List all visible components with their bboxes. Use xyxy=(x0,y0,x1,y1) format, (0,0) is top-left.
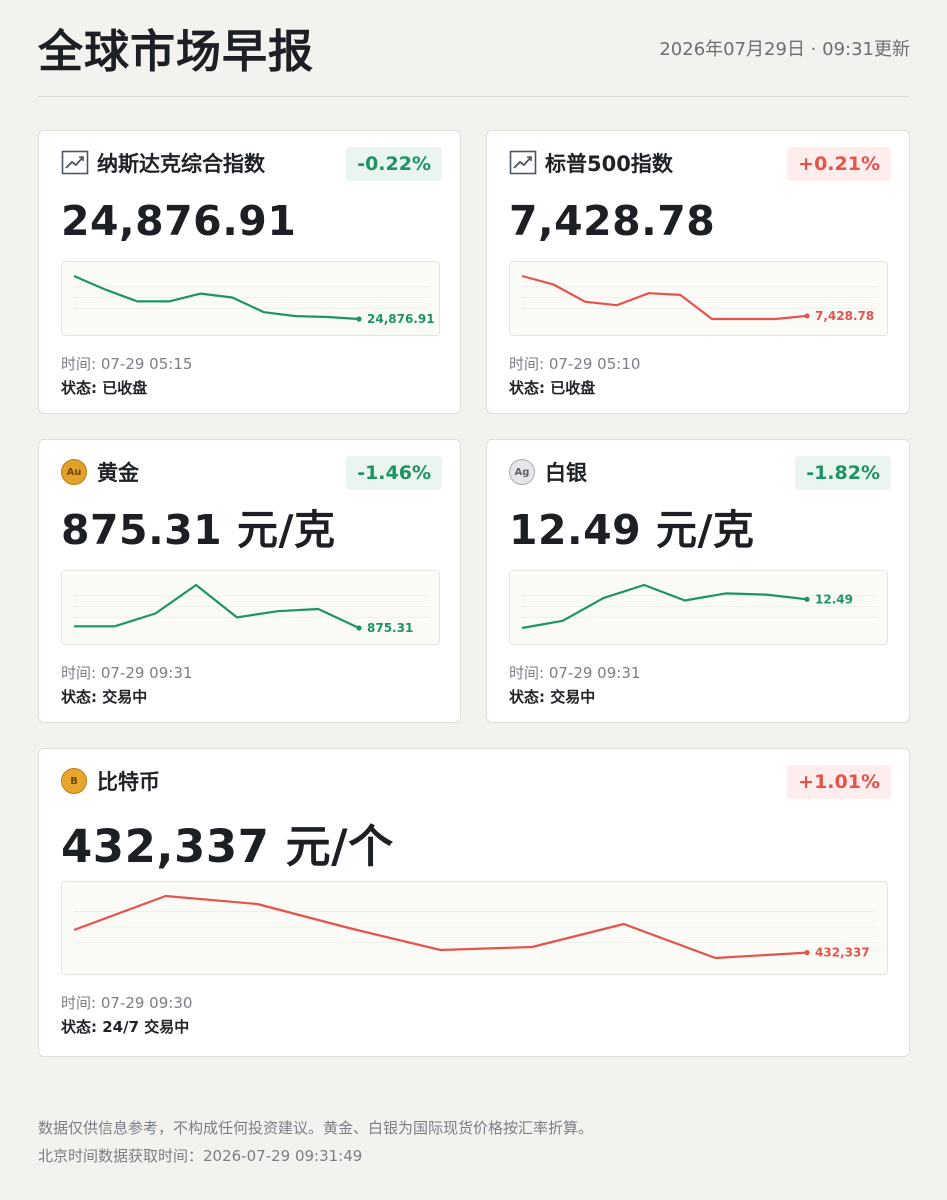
time-label: 时间: xyxy=(61,994,101,1012)
meta-time: 时间: 07-29 09:31 xyxy=(61,662,192,684)
sparkline-svg: 432,337 xyxy=(73,894,877,960)
time-value: 07-29 09:31 xyxy=(100,664,193,682)
last-point-marker xyxy=(356,625,362,631)
last-value-label: 7,428.78 xyxy=(815,309,874,323)
meta-time: 时间: 07-29 05:10 xyxy=(509,353,640,375)
asset-price: 432,337 元/个 xyxy=(61,820,394,873)
price-line xyxy=(521,583,808,630)
meta-time: 时间: 07-29 05:15 xyxy=(61,353,192,375)
bitcoin-coin-icon: B xyxy=(61,768,89,796)
meta-status: 状态: 已收盘 xyxy=(509,377,595,399)
time-label: 时间: xyxy=(509,664,549,682)
meta-time: 时间: 07-29 09:30 xyxy=(61,992,192,1014)
meta-time: 时间: 07-29 09:31 xyxy=(509,662,640,684)
status-label: 状态: xyxy=(509,379,551,397)
asset-name: 白银 xyxy=(545,461,587,485)
status-value: 交易中 xyxy=(550,688,596,706)
market-card-nasdaq[interactable]: 纳斯达克综合指数 -0.22% 24,876.91 24,876.91 时间: … xyxy=(38,130,461,414)
change-badge: -1.46% xyxy=(346,456,442,490)
sparkline-chart: 24,876.91 xyxy=(61,261,440,336)
price-line xyxy=(521,274,808,321)
asset-price: 12.49 元/克 xyxy=(509,506,755,554)
change-badge: -0.22% xyxy=(346,147,442,181)
time-label: 时间: xyxy=(61,664,101,682)
sparkline-chart: 12.49 xyxy=(509,570,888,645)
status-value: 已收盘 xyxy=(550,379,596,397)
asset-name: 比特币 xyxy=(97,770,160,794)
asset-name: 黄金 xyxy=(97,461,139,485)
card-header: Ag 白银 -1.82% xyxy=(509,456,891,490)
card-header: 纳斯达克综合指数 -0.22% xyxy=(61,147,442,181)
meta-status: 状态: 交易中 xyxy=(61,686,147,708)
time-value: 07-29 05:15 xyxy=(100,355,193,373)
asset-name: 纳斯达克综合指数 xyxy=(97,152,265,176)
sparkline-svg: 875.31 xyxy=(74,583,429,635)
last-point-marker xyxy=(356,316,362,322)
card-header: Au 黄金 -1.46% xyxy=(61,456,442,490)
gold-coin-icon: Au xyxy=(61,459,89,487)
card-header: B 比特币 +1.01% xyxy=(61,765,891,799)
disclaimer-text: 数据仅供信息参考，不构成任何投资建议。黄金、白银为国际现货价格按汇率折算。 xyxy=(38,1119,594,1137)
change-badge: +1.01% xyxy=(787,765,891,799)
time-value: 07-29 09:31 xyxy=(548,664,641,682)
fetch-time-text: 北京时间数据获取时间：2026-07-29 09:31:49 xyxy=(38,1147,363,1165)
page-title: 全球市场早报 xyxy=(38,25,315,78)
last-value-label: 432,337 xyxy=(815,946,870,960)
price-line xyxy=(73,274,360,321)
silver-coin-icon: Ag xyxy=(509,459,537,487)
status-value: 24/7 交易中 xyxy=(102,1018,190,1036)
updated-timestamp: 2026年07月29日 · 09:31更新 xyxy=(659,39,910,60)
asset-price: 24,876.91 xyxy=(61,197,297,245)
sparkline-svg: 12.49 xyxy=(521,583,877,630)
card-header: 标普500指数 +0.21% xyxy=(509,147,891,181)
sparkline-chart: 875.31 xyxy=(61,570,440,645)
sparkline-chart: 432,337 xyxy=(61,881,888,975)
status-label: 状态: xyxy=(61,688,103,706)
status-label: 状态: xyxy=(509,688,551,706)
status-value: 已收盘 xyxy=(102,379,148,397)
last-point-marker xyxy=(804,596,810,602)
status-value: 交易中 xyxy=(102,688,148,706)
page-footer: 数据仅供信息参考，不构成任何投资建议。黄金、白银为国际现货价格按汇率折算。 北京… xyxy=(38,1114,593,1170)
last-value-label: 24,876.91 xyxy=(367,312,435,326)
status-label: 状态: xyxy=(61,379,103,397)
market-card-gold[interactable]: Au 黄金 -1.46% 875.31 元/克 875.31 时间: 07-29… xyxy=(38,439,461,723)
trend-chart-icon xyxy=(61,149,89,177)
time-value: 07-29 05:10 xyxy=(548,355,641,373)
last-value-label: 875.31 xyxy=(367,621,413,635)
page-header: 全球市场早报 2026年07月29日 · 09:31更新 xyxy=(38,0,910,97)
sparkline-svg: 7,428.78 xyxy=(521,274,877,323)
asset-price: 7,428.78 xyxy=(509,197,716,245)
price-line xyxy=(74,583,360,629)
status-label: 状态: xyxy=(61,1018,103,1036)
trend-chart-icon xyxy=(509,149,537,177)
market-card-sp500[interactable]: 标普500指数 +0.21% 7,428.78 7,428.78 时间: 07-… xyxy=(486,130,910,414)
time-label: 时间: xyxy=(61,355,101,373)
time-value: 07-29 09:30 xyxy=(100,994,193,1012)
meta-status: 状态: 交易中 xyxy=(509,686,595,708)
meta-status: 状态: 24/7 交易中 xyxy=(61,1016,189,1038)
change-badge: +0.21% xyxy=(787,147,891,181)
time-label: 时间: xyxy=(509,355,549,373)
asset-price: 875.31 元/克 xyxy=(61,506,336,554)
sparkline-svg: 24,876.91 xyxy=(73,274,435,326)
price-line xyxy=(73,894,808,960)
last-point-marker xyxy=(804,313,810,319)
last-value-label: 12.49 xyxy=(815,592,853,606)
meta-status: 状态: 已收盘 xyxy=(61,377,147,399)
market-card-bitcoin[interactable]: B 比特币 +1.01% 432,337 元/个 432,337 时间: 07-… xyxy=(38,748,910,1057)
sparkline-chart: 7,428.78 xyxy=(509,261,888,336)
change-badge: -1.82% xyxy=(795,456,891,490)
last-point-marker xyxy=(804,950,810,956)
asset-name: 标普500指数 xyxy=(545,152,673,176)
market-card-silver[interactable]: Ag 白银 -1.82% 12.49 元/克 12.49 时间: 07-29 0… xyxy=(486,439,910,723)
